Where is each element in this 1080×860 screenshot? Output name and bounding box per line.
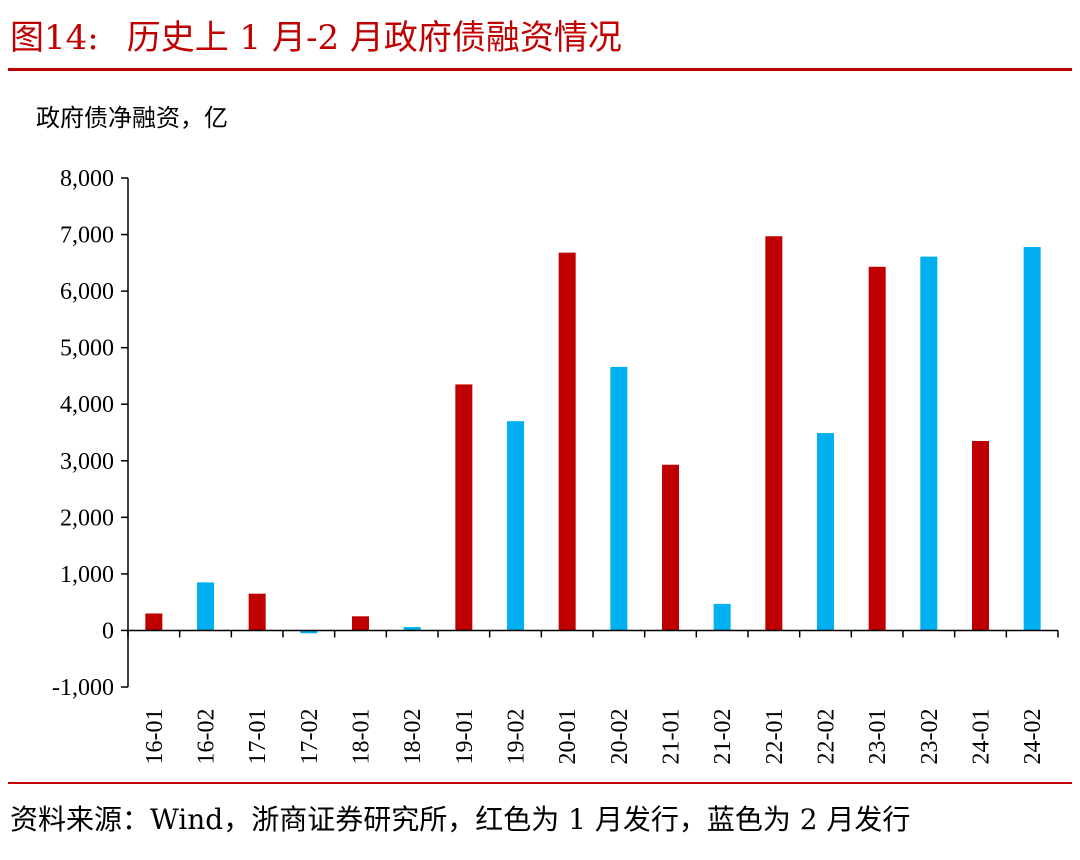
figure-title: 图14: 历史上 1 月-2 月政府债融资情况 bbox=[10, 10, 622, 59]
x-tick-label: 20-02 bbox=[607, 708, 633, 764]
bar-18-02 bbox=[403, 627, 421, 631]
bar-21-02 bbox=[713, 603, 731, 631]
y-tick-label: 3,000 bbox=[60, 449, 114, 475]
y-tick-label: 7,000 bbox=[60, 223, 114, 249]
x-tick-label: 23-02 bbox=[917, 708, 943, 764]
bar-17-01 bbox=[248, 593, 266, 631]
x-tick-label: 17-01 bbox=[245, 708, 271, 764]
x-tick-label: 18-01 bbox=[349, 708, 375, 764]
x-tick-label: 22-02 bbox=[814, 708, 840, 764]
y-tick-label: 6,000 bbox=[60, 279, 114, 305]
bar-19-01 bbox=[455, 384, 473, 631]
bottom-rule bbox=[8, 782, 1072, 784]
y-tick-label: 2,000 bbox=[60, 505, 114, 531]
x-tick-label: 23-01 bbox=[865, 708, 891, 764]
bar-21-01 bbox=[662, 464, 679, 631]
x-tick-label: 19-02 bbox=[504, 708, 530, 764]
y-tick-label: 0 bbox=[102, 618, 114, 644]
x-tick-label: 22-01 bbox=[762, 708, 788, 764]
source-note: 资料来源：Wind，浙商证券研究所，红色为 1 月发行，蓝色为 2 月发行 bbox=[10, 803, 911, 836]
bar-16-02 bbox=[197, 582, 214, 631]
x-tick-label: 20-01 bbox=[555, 708, 581, 764]
x-tick-label: 19-01 bbox=[452, 708, 478, 764]
figure-number: 图14: bbox=[10, 18, 99, 58]
top-rule bbox=[8, 68, 1072, 71]
x-tick-label: 18-02 bbox=[400, 708, 426, 764]
bar-chart: -1,000 0 1,000 2,000 3,000 4,000 5,000 6,000 7,0… bbox=[52, 166, 1059, 764]
bar-16-01 bbox=[145, 613, 163, 631]
x-tick-label: 24-01 bbox=[969, 708, 995, 764]
y-axis-unit-label: 政府债净融资，亿 bbox=[36, 104, 228, 132]
x-tick-label: 16-01 bbox=[142, 708, 168, 764]
y-tick-label: -1,000 bbox=[52, 675, 114, 701]
bar-24-02 bbox=[1023, 246, 1041, 631]
bar-22-02 bbox=[817, 433, 834, 631]
bar-23-02 bbox=[920, 256, 938, 631]
bar-20-02 bbox=[610, 366, 628, 631]
x-tick-label: 16-02 bbox=[194, 708, 220, 764]
bar-24-01 bbox=[972, 440, 989, 631]
x-tick-label: 21-02 bbox=[710, 708, 736, 764]
bar-19-02 bbox=[507, 421, 524, 631]
y-tick-label: 4,000 bbox=[60, 392, 114, 418]
bar-23-01 bbox=[868, 266, 886, 631]
x-tick-label: 24-02 bbox=[1020, 708, 1046, 764]
y-tick-label: 1,000 bbox=[60, 562, 114, 588]
x-tick-label: 21-01 bbox=[659, 708, 685, 764]
bar-18-01 bbox=[352, 616, 369, 631]
figure-title-text: 历史上 1 月-2 月政府债融资情况 bbox=[126, 18, 622, 58]
x-tick-label: 17-02 bbox=[297, 708, 323, 764]
bar-22-01 bbox=[765, 236, 783, 631]
bar-20-01 bbox=[558, 252, 576, 631]
bar-17-02 bbox=[300, 630, 318, 634]
y-tick-label: 5,000 bbox=[60, 336, 114, 362]
y-tick-label: 8,000 bbox=[60, 166, 114, 192]
